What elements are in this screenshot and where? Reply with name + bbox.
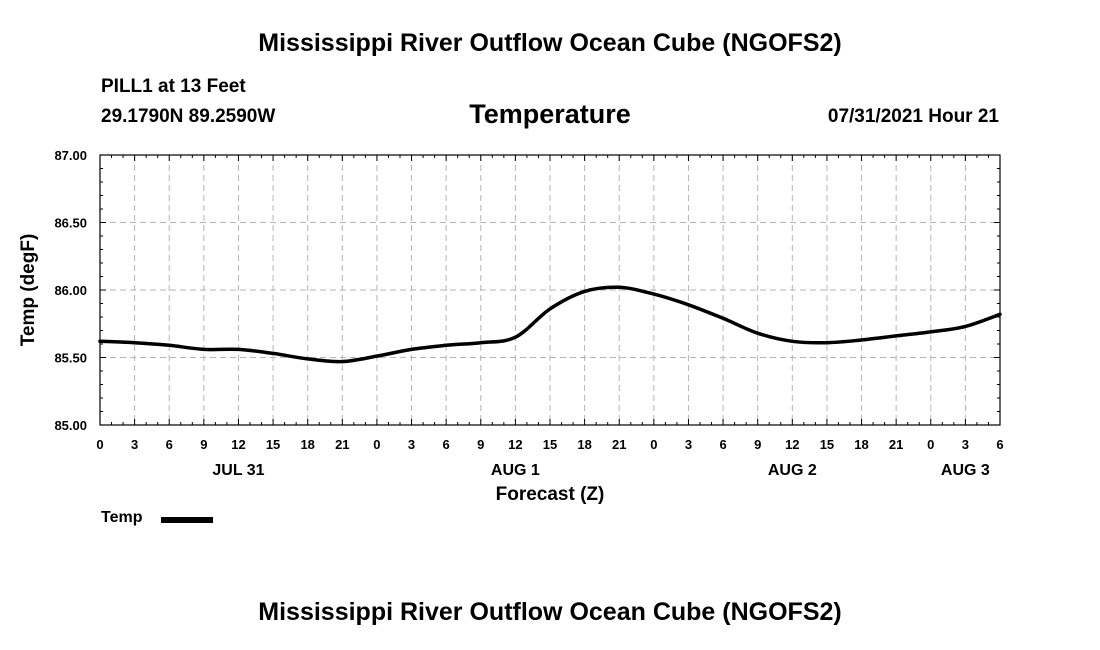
x-tick-label: 0	[373, 437, 380, 452]
legend-label: Temp	[101, 509, 143, 526]
x-tick-label: 3	[408, 437, 415, 452]
x-tick-label: 0	[650, 437, 657, 452]
y-tick-label: 86.00	[54, 283, 87, 298]
grid-layer	[100, 155, 1000, 425]
x-tick-label: 12	[785, 437, 799, 452]
x-tick-label: 15	[266, 437, 280, 452]
x-tick-label: 3	[131, 437, 138, 452]
date-label: AUG 1	[491, 462, 540, 479]
label-layer: 0 3 6 9 12 15 18 21 0 3 6 9 12 15 18 21 0 3 6 9 12 15 18 21 0 3 6 8…	[54, 148, 1003, 479]
x-tick-label: 18	[854, 437, 868, 452]
y-axis-label: Temp (degF)	[18, 234, 39, 347]
x-tick-label: 21	[889, 437, 903, 452]
parameter-title: Temperature	[469, 99, 631, 129]
x-tick-label: 9	[200, 437, 207, 452]
x-tick-label: 6	[996, 437, 1003, 452]
x-tick-label: 6	[443, 437, 450, 452]
y-tick-label: 86.50	[54, 216, 87, 231]
x-tick-label: 6	[719, 437, 726, 452]
x-tick-label: 3	[685, 437, 692, 452]
x-tick-label: 15	[820, 437, 834, 452]
date-label: AUG 3	[941, 462, 990, 479]
x-tick-label: 18	[300, 437, 314, 452]
x-tick-label: 15	[543, 437, 557, 452]
x-tick-label: 0	[927, 437, 934, 452]
x-tick-label: 12	[231, 437, 245, 452]
x-tick-label: 0	[96, 437, 103, 452]
station-label: PILL1 at 13 Feet	[101, 76, 246, 97]
x-tick-label: 6	[166, 437, 173, 452]
tick-layer	[99, 154, 1001, 426]
forecast-datetime: 07/31/2021 Hour 21	[827, 106, 999, 127]
y-tick-label: 87.00	[54, 148, 87, 163]
x-tick-label: 9	[477, 437, 484, 452]
chart-title-top: Mississippi River Outflow Ocean Cube (NG…	[258, 29, 842, 57]
series-line-temp	[98, 285, 1002, 364]
x-tick-label: 18	[577, 437, 591, 452]
x-tick-label: 21	[335, 437, 349, 452]
x-tick-label: 21	[612, 437, 626, 452]
x-axis-label: Forecast (Z)	[496, 484, 605, 505]
chart-title-bottom: Mississippi River Outflow Ocean Cube (NG…	[258, 598, 842, 626]
legend-line-swatch	[161, 517, 213, 523]
date-label: AUG 2	[768, 462, 817, 479]
x-tick-label: 12	[508, 437, 522, 452]
date-label: JUL 31	[212, 462, 264, 479]
station-coordinates: 29.1790N 89.2590W	[101, 106, 276, 127]
series-layer	[98, 285, 1002, 364]
x-tick-label: 9	[754, 437, 761, 452]
y-tick-label: 85.00	[54, 418, 87, 433]
x-tick-label: 3	[962, 437, 969, 452]
y-tick-label: 85.50	[54, 351, 87, 366]
